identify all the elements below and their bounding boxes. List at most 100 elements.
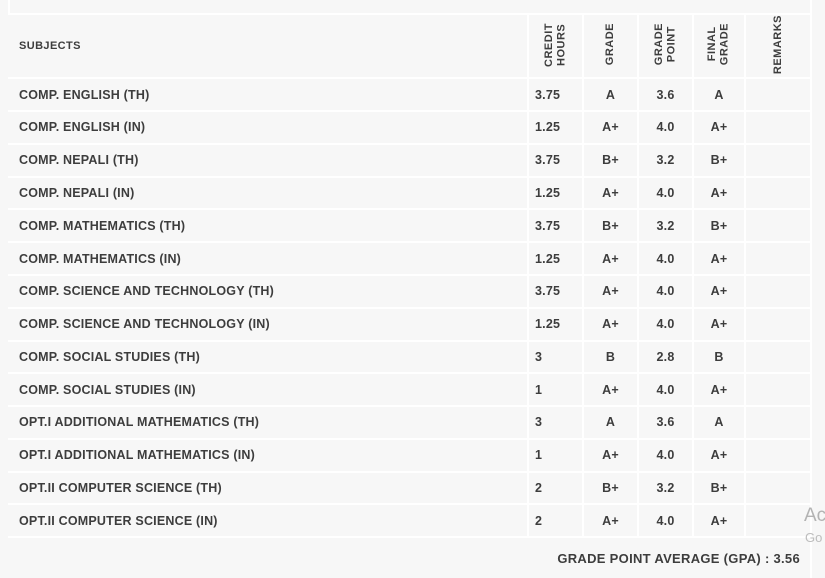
table-row: COMP. ENGLISH (TH) 3.75 A 3.6 A <box>8 79 810 112</box>
table-row: COMP. MATHEMATICS (IN) 1.25 A+ 4.0 A+ <box>8 243 810 276</box>
column-header-grade-point-label: GRADE POINT <box>652 23 678 66</box>
cell-subject: COMP. SCIENCE AND TECHNOLOGY (IN) <box>8 309 527 342</box>
cell-credit-hours: 2 <box>527 505 582 539</box>
cell-remarks <box>744 505 810 539</box>
cell-final-grade: A <box>692 79 744 112</box>
grades-table-body: COMP. ENGLISH (TH) 3.75 A 3.6 A COMP. EN… <box>8 79 810 539</box>
cell-grade: A+ <box>582 111 637 145</box>
table-row: OPT.I ADDITIONAL MATHEMATICS (TH) 3 A 3.… <box>8 407 810 440</box>
table-row: OPT.II COMPUTER SCIENCE (IN) 2 A+ 4.0 A+ <box>8 505 810 539</box>
cell-credit-hours: 3.75 <box>527 79 582 112</box>
cell-subject: COMP. SCIENCE AND TECHNOLOGY (TH) <box>8 276 527 309</box>
cell-remarks <box>744 308 810 342</box>
table-row: COMP. NEPALI (TH) 3.75 B+ 3.2 B+ <box>8 144 810 178</box>
cell-remarks <box>744 79 810 112</box>
column-header-grade: GRADE <box>582 15 637 80</box>
cell-credit-hours: 1 <box>527 439 582 473</box>
header-row: SUBJECTS CREDIT HOURS GRADE GRADE POINT … <box>8 15 810 80</box>
cell-grade-point: 4.0 <box>637 505 692 539</box>
cell-grade: B+ <box>582 472 637 506</box>
column-header-grade-point: GRADE POINT <box>637 15 692 80</box>
cell-subject: COMP. NEPALI (TH) <box>8 145 527 178</box>
cell-subject: COMP. NEPALI (IN) <box>8 178 527 211</box>
cell-grade-point: 3.6 <box>637 407 692 440</box>
cell-grade: A+ <box>582 308 637 342</box>
cell-grade-point: 4.0 <box>637 308 692 342</box>
cell-grade: A+ <box>582 243 637 276</box>
cell-remarks <box>744 275 810 309</box>
cell-credit-hours: 3.75 <box>527 144 582 178</box>
cell-subject: COMP. MATHEMATICS (IN) <box>8 243 527 276</box>
column-header-subjects: SUBJECTS <box>8 15 527 80</box>
cell-grade-point: 4.0 <box>637 374 692 408</box>
cell-final-grade: A+ <box>692 374 744 408</box>
cell-credit-hours: 1.25 <box>527 308 582 342</box>
cell-final-grade: A+ <box>692 308 744 342</box>
cell-remarks <box>744 407 810 440</box>
cell-grade-point: 4.0 <box>637 111 692 145</box>
table-row: COMP. MATHEMATICS (TH) 3.75 B+ 3.2 B+ <box>8 210 810 244</box>
cell-remarks <box>744 243 810 276</box>
cell-final-grade: A+ <box>692 505 744 539</box>
cell-credit-hours: 2 <box>527 472 582 506</box>
cell-final-grade: A+ <box>692 275 744 309</box>
cell-final-grade: B+ <box>692 472 744 506</box>
cell-subject: COMP. ENGLISH (IN) <box>8 112 527 145</box>
column-header-credit-hours-label: CREDIT HOURS <box>542 22 568 67</box>
grades-table-header: SUBJECTS CREDIT HOURS GRADE GRADE POINT … <box>8 15 810 80</box>
cell-grade: A+ <box>582 439 637 473</box>
column-header-grade-label: GRADE <box>604 23 617 66</box>
cell-grade: B <box>582 341 637 375</box>
cell-grade-point: 3.6 <box>637 79 692 112</box>
cell-final-grade: B <box>692 341 744 375</box>
cell-grade-point: 3.2 <box>637 210 692 244</box>
cell-credit-hours: 1 <box>527 374 582 408</box>
cell-remarks <box>744 374 810 408</box>
cell-grade-point: 4.0 <box>637 243 692 276</box>
cell-subject: COMP. SOCIAL STUDIES (TH) <box>8 342 527 375</box>
column-header-credit-hours: CREDIT HOURS <box>527 15 582 80</box>
cell-remarks <box>744 144 810 178</box>
cell-final-grade: A+ <box>692 177 744 211</box>
cell-subject: OPT.I ADDITIONAL MATHEMATICS (TH) <box>8 407 527 440</box>
table-row: COMP. SOCIAL STUDIES (TH) 3 B 2.8 B <box>8 341 810 375</box>
table-row: COMP. SCIENCE AND TECHNOLOGY (IN) 1.25 A… <box>8 308 810 342</box>
table-row: OPT.I ADDITIONAL MATHEMATICS (IN) 1 A+ 4… <box>8 439 810 473</box>
cell-grade-point: 4.0 <box>637 439 692 473</box>
grades-table: SUBJECTS CREDIT HOURS GRADE GRADE POINT … <box>8 15 810 539</box>
cell-remarks <box>744 210 810 244</box>
cell-grade-point: 2.8 <box>637 341 692 375</box>
table-row: COMP. NEPALI (IN) 1.25 A+ 4.0 A+ <box>8 177 810 211</box>
cell-subject: COMP. MATHEMATICS (TH) <box>8 210 527 244</box>
cell-grade: A+ <box>582 275 637 309</box>
cell-grade-point: 3.2 <box>637 144 692 178</box>
column-header-remarks-label: REMARKS <box>771 15 784 75</box>
column-header-final-grade: FINAL GRADE <box>692 15 744 80</box>
table-row: COMP. ENGLISH (IN) 1.25 A+ 4.0 A+ <box>8 111 810 145</box>
cell-remarks <box>744 341 810 375</box>
cell-grade: A+ <box>582 505 637 539</box>
cell-subject: COMP. SOCIAL STUDIES (IN) <box>8 374 527 408</box>
column-header-remarks: REMARKS <box>744 15 810 80</box>
cell-credit-hours: 3 <box>527 341 582 375</box>
cell-final-grade: A+ <box>692 439 744 473</box>
cell-grade: A+ <box>582 374 637 408</box>
cell-grade-point: 4.0 <box>637 177 692 211</box>
cell-credit-hours: 3 <box>527 407 582 440</box>
column-header-subjects-label: SUBJECTS <box>19 40 81 53</box>
cell-grade: A <box>582 407 637 440</box>
cell-credit-hours: 1.25 <box>527 177 582 211</box>
cell-subject: OPT.I ADDITIONAL MATHEMATICS (IN) <box>8 440 527 473</box>
cell-grade: B+ <box>582 210 637 244</box>
cell-remarks <box>744 177 810 211</box>
cell-final-grade: B+ <box>692 210 744 244</box>
cell-remarks <box>744 472 810 506</box>
table-top-border <box>8 13 812 15</box>
cell-grade: A <box>582 79 637 112</box>
cell-grade-point: 4.0 <box>637 275 692 309</box>
cell-grade-point: 3.2 <box>637 472 692 506</box>
cell-credit-hours: 3.75 <box>527 275 582 309</box>
column-header-final-grade-label: FINAL GRADE <box>706 23 731 66</box>
cell-credit-hours: 3.75 <box>527 210 582 244</box>
table-row: OPT.II COMPUTER SCIENCE (TH) 2 B+ 3.2 B+ <box>8 472 810 506</box>
